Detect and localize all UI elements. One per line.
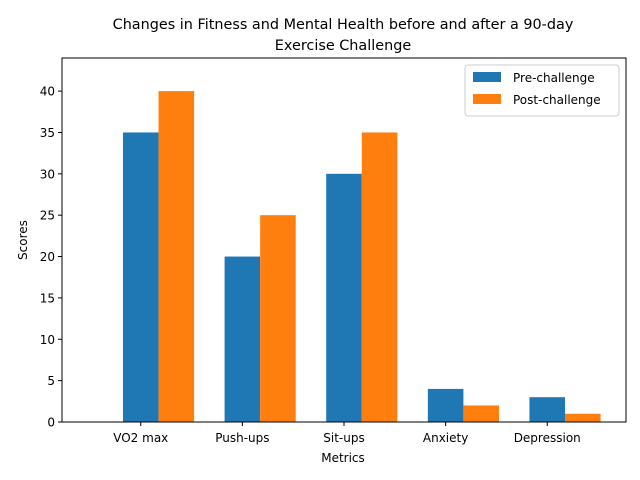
y-axis-label: Scores bbox=[16, 220, 30, 260]
legend-frame bbox=[464, 64, 620, 117]
bar-pre-challenge-push-ups bbox=[224, 256, 261, 422]
legend-swatch-post-challenge bbox=[473, 94, 501, 104]
y-tick-label: 35 bbox=[40, 126, 55, 140]
bar-post-challenge-anxiety bbox=[463, 405, 499, 422]
x-tick-label-vo2-max: VO2 max bbox=[113, 431, 168, 445]
y-tick-label: 40 bbox=[40, 85, 55, 99]
bar-pre-challenge-vo2-max bbox=[122, 132, 159, 422]
chart-title-line-2: Exercise Challenge bbox=[275, 38, 412, 54]
bar-post-challenge-vo2-max bbox=[158, 91, 195, 422]
legend-swatch-pre-challenge bbox=[473, 72, 501, 82]
y-tick-label: 0 bbox=[47, 416, 55, 430]
legend-label-post-challenge: Post-challenge bbox=[513, 93, 601, 107]
bar-post-challenge-push-ups bbox=[260, 215, 296, 422]
bar-post-challenge-depression bbox=[565, 413, 601, 422]
y-tick-label: 10 bbox=[40, 333, 55, 347]
bar-pre-challenge-depression bbox=[529, 397, 566, 422]
legend: Pre-challenge Post-challenge bbox=[464, 64, 620, 117]
bar-post-challenge-sit-ups bbox=[361, 132, 398, 422]
bar-pre-challenge-anxiety bbox=[427, 388, 464, 422]
y-tick-label: 15 bbox=[40, 291, 55, 305]
x-tick-label-push-ups: Push-ups bbox=[215, 431, 269, 445]
legend-label-pre-challenge: Pre-challenge bbox=[513, 71, 595, 85]
bar-pre-challenge-sit-ups bbox=[326, 173, 362, 422]
plot-frame bbox=[61, 57, 627, 423]
x-axis-label: Metrics bbox=[321, 451, 365, 465]
y-tick-label: 30 bbox=[40, 167, 55, 181]
y-tick-label: 25 bbox=[40, 209, 55, 223]
y-tick-label: 5 bbox=[47, 374, 55, 388]
chart-title-line-1: Changes in Fitness and Mental Health bef… bbox=[113, 17, 574, 33]
y-tick-label: 20 bbox=[40, 250, 55, 264]
x-tick-label-sit-ups: Sit-ups bbox=[323, 431, 364, 445]
y-axis-ticks: 0 5 10 15 20 25 30 35 40 bbox=[40, 85, 62, 430]
x-axis-ticks: VO2 max Push-ups Sit-ups Anxiety Depression bbox=[113, 422, 581, 445]
x-tick-label-anxiety: Anxiety bbox=[423, 431, 468, 445]
bars-layer bbox=[122, 91, 601, 422]
x-tick-label-depression: Depression bbox=[514, 431, 581, 445]
